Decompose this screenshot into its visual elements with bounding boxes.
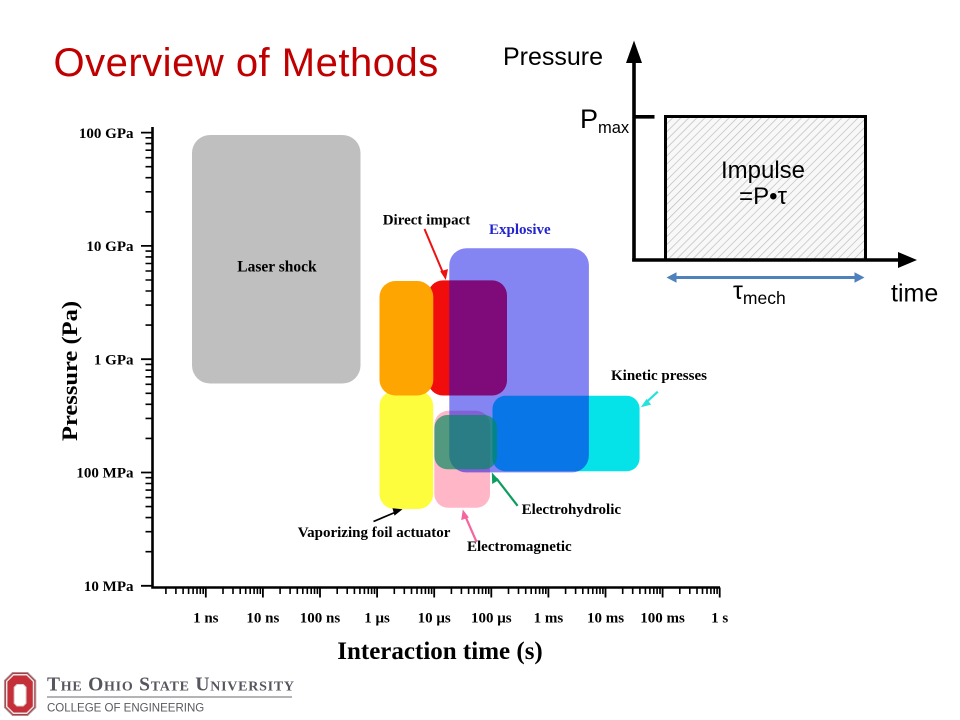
svg-text:Electrohydrolic: Electrohydrolic bbox=[522, 502, 622, 518]
svg-text:1 ns: 1 ns bbox=[193, 611, 219, 627]
svg-text:Interaction time (s): Interaction time (s) bbox=[337, 638, 543, 665]
svg-text:time: time bbox=[891, 280, 938, 308]
svg-text:10 MPa: 10 MPa bbox=[84, 579, 134, 595]
svg-text:COLLEGE OF ENGINEERING: COLLEGE OF ENGINEERING bbox=[47, 703, 204, 715]
svg-text:Pressure (Pa): Pressure (Pa) bbox=[57, 301, 82, 441]
svg-text:100 GPa: 100 GPa bbox=[79, 126, 134, 142]
svg-text:Explosive: Explosive bbox=[489, 222, 551, 238]
svg-text:Pmax: Pmax bbox=[580, 104, 630, 137]
svg-text:Vaporizing foil actuator: Vaporizing foil actuator bbox=[298, 525, 451, 541]
svg-text:τmech: τmech bbox=[733, 277, 786, 308]
svg-text:Impulse: Impulse bbox=[721, 157, 805, 184]
svg-text:100 MPa: 100 MPa bbox=[76, 466, 134, 482]
svg-text:Electromagnetic: Electromagnetic bbox=[467, 539, 572, 555]
svg-text:Overview of Methods: Overview of Methods bbox=[54, 41, 439, 85]
svg-text:100 ms: 100 ms bbox=[640, 611, 685, 627]
svg-text:100 ns: 100 ns bbox=[300, 611, 341, 627]
svg-text:10 GPa: 10 GPa bbox=[86, 239, 134, 255]
svg-text:1 μs: 1 μs bbox=[364, 611, 390, 627]
svg-text:=P•τ: =P•τ bbox=[739, 183, 787, 210]
svg-text:Direct impact: Direct impact bbox=[383, 213, 471, 229]
svg-text:The Ohio State University: The Ohio State University bbox=[47, 675, 295, 696]
svg-text:10 μs: 10 μs bbox=[418, 611, 451, 627]
svg-text:10 ms: 10 ms bbox=[587, 611, 624, 627]
svg-text:1 GPa: 1 GPa bbox=[94, 352, 134, 368]
svg-text:10 ns: 10 ns bbox=[246, 611, 279, 627]
svg-text:Pressure: Pressure bbox=[503, 43, 603, 71]
svg-text:Laser shock: Laser shock bbox=[237, 259, 317, 276]
svg-text:100 μs: 100 μs bbox=[471, 611, 512, 627]
svg-text:1 s: 1 s bbox=[711, 611, 728, 627]
svg-text:Kinetic presses: Kinetic presses bbox=[611, 368, 707, 384]
svg-text:1 ms: 1 ms bbox=[534, 611, 564, 627]
